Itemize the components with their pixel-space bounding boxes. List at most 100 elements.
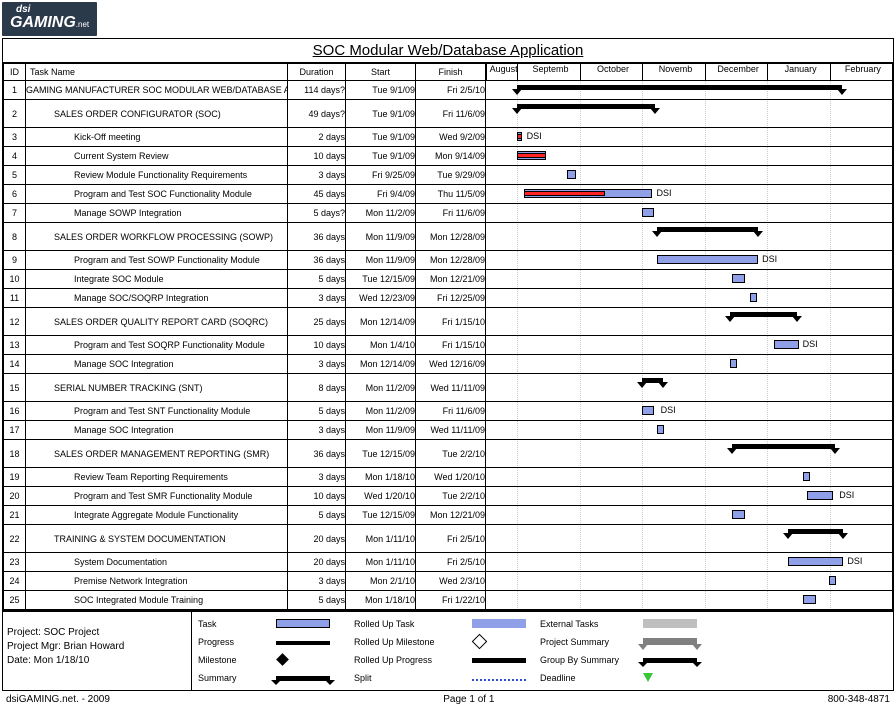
report-frame: SOC Modular Web/Database Application ID … xyxy=(2,38,894,611)
row-duration: 3 days xyxy=(288,289,346,308)
proj-line-1: Project: SOC Project xyxy=(7,626,187,640)
gantt-bar-label: DSI xyxy=(527,131,542,141)
gantt-task-bar xyxy=(657,425,664,434)
row-finish: Mon 12/28/09 xyxy=(416,223,486,251)
row-id: 14 xyxy=(4,355,26,374)
gantt-task-bar xyxy=(803,595,816,604)
row-start: Mon 11/2/09 xyxy=(346,204,416,223)
row-start: Mon 1/4/10 xyxy=(346,336,416,355)
col-start: Start xyxy=(346,64,416,81)
lgd-sum: Summary xyxy=(198,673,268,683)
row-start: Mon 12/14/09 xyxy=(346,355,416,374)
row-start: Tue 12/15/09 xyxy=(346,506,416,525)
header-row: ID Task Name Duration Start Finish Augus… xyxy=(4,64,893,81)
page: dsi GAMING.net SOC Modular Web/Database … xyxy=(2,2,894,708)
row-task-name: Program and Test SOC Functionality Modul… xyxy=(26,185,288,204)
row-id: 20 xyxy=(4,487,26,506)
row-start: Wed 12/23/09 xyxy=(346,289,416,308)
gantt-bar-label: DSI xyxy=(839,490,854,500)
row-id: 16 xyxy=(4,402,26,421)
lgd-task-sw xyxy=(276,619,346,630)
row-task-name: Manage SOC Integration xyxy=(26,421,288,440)
row-task-name: Review Team Reporting Requirements xyxy=(26,468,288,487)
table-row: 3Kick-Off meeting2 daysTue 9/1/09Wed 9/2… xyxy=(4,128,893,147)
row-finish: Fri 11/6/09 xyxy=(416,100,486,128)
row-gantt-cell xyxy=(486,270,893,289)
table-row: 19Review Team Reporting Requirements3 da… xyxy=(4,468,893,487)
row-task-name: GAMING MANUFACTURER SOC MODULAR WEB/DATA… xyxy=(26,81,288,100)
row-finish: Fri 12/25/09 xyxy=(416,289,486,308)
lgd-ext: External Tasks xyxy=(540,619,635,629)
table-row: 21Integrate Aggregate Module Functionali… xyxy=(4,506,893,525)
row-start: Tue 12/15/09 xyxy=(346,270,416,289)
row-task-name: Review Module Functionality Requirements xyxy=(26,166,288,185)
row-start: Mon 1/18/10 xyxy=(346,468,416,487)
row-id: 25 xyxy=(4,591,26,610)
row-finish: Mon 12/21/09 xyxy=(416,270,486,289)
lgd-mile-sw xyxy=(276,655,346,666)
row-task-name: Kick-Off meeting xyxy=(26,128,288,147)
row-task-name: Integrate Aggregate Module Functionality xyxy=(26,506,288,525)
col-id: ID xyxy=(4,64,26,81)
row-gantt-cell xyxy=(486,81,893,100)
lgd-prog-sw xyxy=(276,637,346,647)
row-duration: 5 days xyxy=(288,591,346,610)
row-start: Mon 12/14/09 xyxy=(346,308,416,336)
table-row: 13Program and Test SOQRP Functionality M… xyxy=(4,336,893,355)
lgd-proj-sw xyxy=(643,637,708,647)
gantt-progress-bar xyxy=(517,134,522,139)
row-start: Fri 9/4/09 xyxy=(346,185,416,204)
row-gantt-cell xyxy=(486,440,893,468)
row-task-name: SERIAL NUMBER TRACKING (SNT) xyxy=(26,374,288,402)
row-id: 5 xyxy=(4,166,26,185)
project-table: ID Task Name Duration Start Finish Augus… xyxy=(3,63,893,610)
row-task-name: Manage SOC/SOQRP Integration xyxy=(26,289,288,308)
row-id: 7 xyxy=(4,204,26,223)
gantt-bar-label: DSI xyxy=(847,556,862,566)
row-id: 10 xyxy=(4,270,26,289)
month-label: February xyxy=(830,64,893,80)
table-row: 17Manage SOC Integration3 daysMon 11/9/0… xyxy=(4,421,893,440)
row-finish: Wed 9/2/09 xyxy=(416,128,486,147)
row-task-name: System Documentation xyxy=(26,553,288,572)
row-task-name: SALES ORDER CONFIGURATOR (SOC) xyxy=(26,100,288,128)
gantt-bar-label: DSI xyxy=(657,188,672,198)
col-task: Task Name xyxy=(26,64,288,81)
month-label: December xyxy=(705,64,770,80)
row-duration: 36 days xyxy=(288,223,346,251)
month-label: Novemb xyxy=(642,64,707,80)
row-start: Tue 9/1/09 xyxy=(346,81,416,100)
gantt-header-cell: AugustSeptembOctoberNovembDecemberJanuar… xyxy=(486,64,893,81)
table-row: 8SALES ORDER WORKFLOW PROCESSING (SOWP)3… xyxy=(4,223,893,251)
table-row: 16Program and Test SNT Functionality Mod… xyxy=(4,402,893,421)
table-row: 4Current System Review10 daysTue 9/1/09M… xyxy=(4,147,893,166)
row-task-name: Program and Test SOWP Functionality Modu… xyxy=(26,251,288,270)
row-gantt-cell xyxy=(486,204,893,223)
row-start: Mon 2/1/10 xyxy=(346,572,416,591)
row-duration: 2 days xyxy=(288,128,346,147)
row-id: 24 xyxy=(4,572,26,591)
row-finish: Wed 12/16/09 xyxy=(416,355,486,374)
row-gantt-cell xyxy=(486,355,893,374)
logo-suffix: .net xyxy=(76,20,89,29)
gantt-summary-bar xyxy=(730,312,797,317)
row-gantt-cell xyxy=(486,421,893,440)
lgd-grp-sw xyxy=(643,655,708,665)
row-finish: Wed 1/20/10 xyxy=(416,468,486,487)
row-gantt-cell xyxy=(486,223,893,251)
table-row: 24Premise Network Integration3 daysMon 2… xyxy=(4,572,893,591)
row-task-name: SALES ORDER QUALITY REPORT CARD (SOQRC) xyxy=(26,308,288,336)
gantt-progress-bar xyxy=(517,153,545,158)
row-id: 17 xyxy=(4,421,26,440)
row-duration: 114 days? xyxy=(288,81,346,100)
gantt-task-bar xyxy=(642,406,654,415)
row-finish: Wed 11/11/09 xyxy=(416,421,486,440)
row-gantt-cell: DSI xyxy=(486,402,893,421)
gantt-summary-bar xyxy=(517,85,842,90)
row-start: Mon 11/2/09 xyxy=(346,374,416,402)
row-duration: 36 days xyxy=(288,251,346,270)
gantt-task-bar xyxy=(642,208,654,217)
row-id: 3 xyxy=(4,128,26,147)
task-body: 1GAMING MANUFACTURER SOC MODULAR WEB/DAT… xyxy=(4,81,893,610)
gantt-summary-bar xyxy=(788,529,843,534)
